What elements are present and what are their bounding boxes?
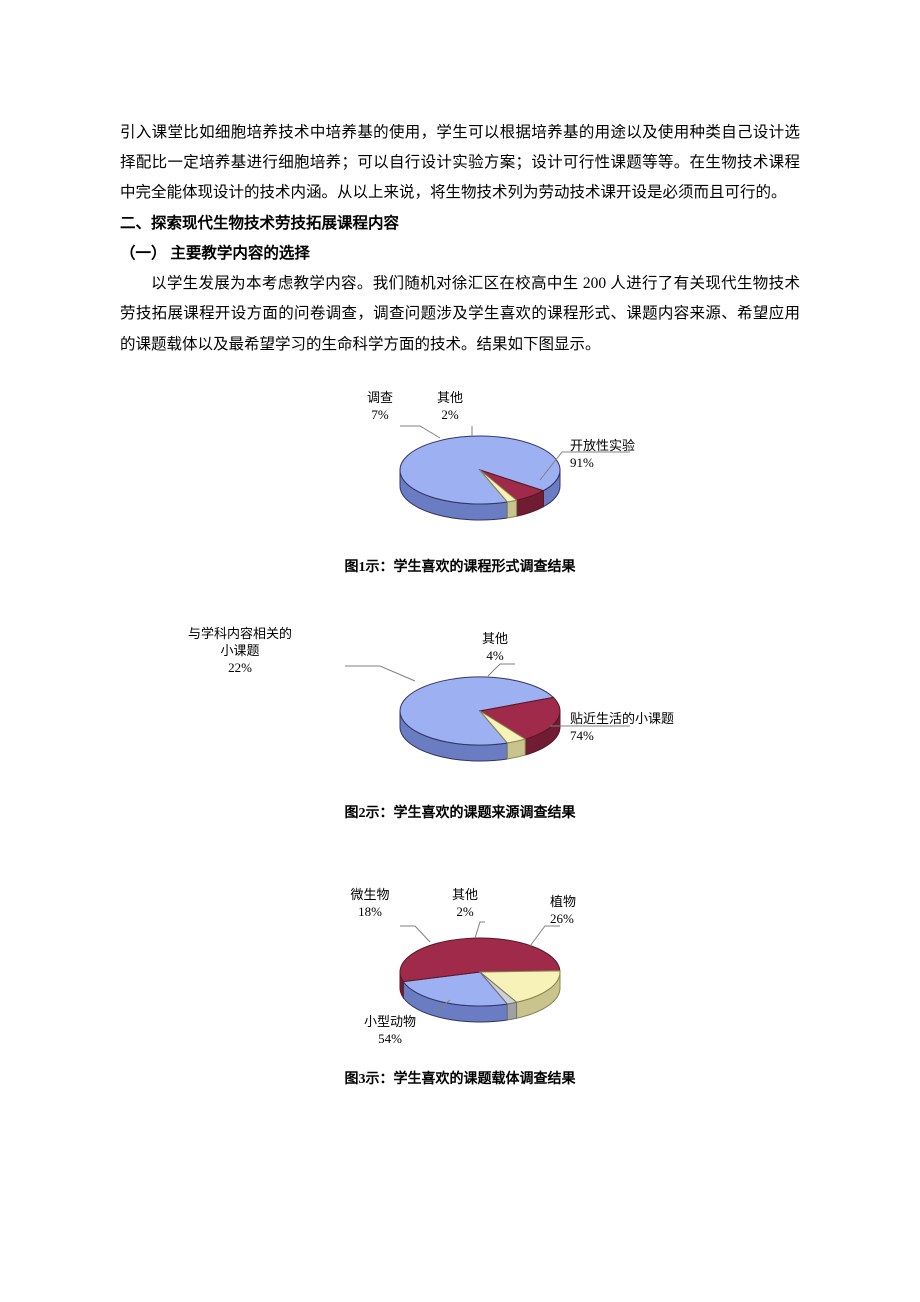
pie-slice-label: 植物26% xyxy=(550,894,576,928)
section-heading-2: （一） 主要教学内容的选择 xyxy=(120,239,800,269)
pie-slice-label: 与学科内容相关的小课题22% xyxy=(188,626,292,677)
chart-1-block: 开放性实验91% 调查7% 其他2% 图1示：学生喜欢的课程形式调查结果 xyxy=(120,390,800,576)
chart-3-block: 植物26% 小型动物54% 微生物18% 其他2% 图3示：学生喜欢的课题载体调查结果 xyxy=(120,882,800,1088)
document-page: 引入课堂比如细胞培养技术中培养基的使用，学生可以根据培养基的用途以及使用种类自己… xyxy=(0,0,920,1178)
chart-2-area: 贴近生活的小课题74%与学科内容相关的小课题22%其他4% xyxy=(220,626,700,786)
pie-slice-label: 开放性实验91% xyxy=(570,438,635,472)
section-heading-1: 二、探索现代生物技术劳技拓展课程内容 xyxy=(120,209,800,239)
pie-slice-label: 贴近生活的小课题74% xyxy=(570,711,674,745)
body-paragraph-1: 引入课堂比如细胞培养技术中培养基的使用，学生可以根据培养基的用途以及使用种类自己… xyxy=(120,118,800,209)
pie-slice-label: 其他4% xyxy=(482,631,508,665)
chart-1-area: 开放性实验91% 调查7% 其他2% xyxy=(250,390,670,540)
chart-1-caption: 图1示：学生喜欢的课程形式调查结果 xyxy=(345,556,576,576)
pie-slice-label: 其他2% xyxy=(437,390,463,424)
pie-slice-label: 其他2% xyxy=(452,887,478,921)
pie-slice-label: 小型动物54% xyxy=(364,1014,416,1048)
chart-2-block: 贴近生活的小课题74%与学科内容相关的小课题22%其他4% 图2示：学生喜欢的课… xyxy=(120,626,800,822)
body-paragraph-2: 以学生发展为本考虑教学内容。我们随机对徐汇区在校高中生 200 人进行了有关现代… xyxy=(120,269,800,360)
pie-slice-label: 微生物18% xyxy=(350,887,389,921)
pie-slice-label: 调查7% xyxy=(367,390,393,424)
chart-3-area: 植物26% 小型动物54% 微生物18% 其他2% xyxy=(260,882,660,1052)
chart-2-caption: 图2示：学生喜欢的课题来源调查结果 xyxy=(345,802,576,822)
chart-3-caption: 图3示：学生喜欢的课题载体调查结果 xyxy=(345,1068,576,1088)
